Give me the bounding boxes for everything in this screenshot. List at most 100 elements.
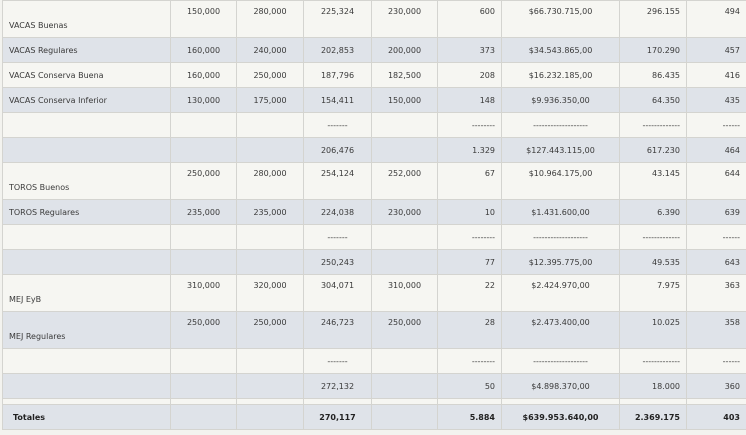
table-cell: -------- <box>437 112 502 138</box>
table-cell: 643 <box>686 249 746 275</box>
table-cell: 6.390 <box>619 199 687 225</box>
row-label <box>2 224 171 250</box>
table-cell: 464 <box>686 137 746 163</box>
row-label: VACAS Conserva Buena <box>2 62 171 88</box>
table-cell: 240,000 <box>236 37 304 63</box>
table-cell: 150,000 <box>170 0 237 38</box>
table-cell: $66.730.715,00 <box>501 0 620 38</box>
table-cell: 160,000 <box>170 37 237 63</box>
table-cell: 246,723 <box>303 311 372 349</box>
table-cell: 373 <box>437 37 502 63</box>
table-cell: 250,243 <box>303 249 372 275</box>
table-cell: 28 <box>437 311 502 349</box>
row-label <box>2 112 171 138</box>
table-cell: 252,000 <box>371 162 438 200</box>
table-cell: 310,000 <box>170 274 237 312</box>
table-cell <box>371 348 438 374</box>
table-cell <box>170 112 237 138</box>
table-cell: 130,000 <box>170 87 237 113</box>
table-cell: 67 <box>437 162 502 200</box>
table-cell: 235,000 <box>170 199 237 225</box>
table-cell <box>371 137 438 163</box>
row-label: VACAS Buenas <box>2 0 171 38</box>
table-cell: $34.543.865,00 <box>501 37 620 63</box>
table-cell: 304,071 <box>303 274 372 312</box>
table-cell: 280,000 <box>236 162 304 200</box>
table-cell: $12.395.775,00 <box>501 249 620 275</box>
table-cell <box>236 224 304 250</box>
table-cell: 360 <box>686 373 746 399</box>
table-row: TOROS Regulares 235,000 235,000 224,038 230,… <box>2 199 746 225</box>
table-cell: 280,000 <box>236 0 304 38</box>
table-cell: 50 <box>437 373 502 399</box>
table-row: MEJ EyB 310,000 320,000 304,071 310,000 22 $2.… <box>2 274 746 312</box>
table-cell: 7.975 <box>619 274 687 312</box>
table-row: Totales 270,117 5.884 $639.953.640,00 2.369.… <box>2 404 746 430</box>
table-cell: ------ <box>686 224 746 250</box>
row-label <box>2 249 171 275</box>
table-cell: 435 <box>686 87 746 113</box>
table-cell: 154,411 <box>303 87 372 113</box>
table-row: MEJ Regulares 250,000 250,000 246,723 250,00… <box>2 311 746 349</box>
table-cell: 600 <box>437 0 502 38</box>
table-cell: 254,124 <box>303 162 372 200</box>
table-cell <box>236 373 304 399</box>
table-cell: 296.155 <box>619 0 687 38</box>
table-cell: 250,000 <box>170 311 237 349</box>
table-cell: $4.898.370,00 <box>501 373 620 399</box>
table-cell: 224,038 <box>303 199 372 225</box>
table-cell: 5.884 <box>437 404 502 430</box>
table-cell: ------------------- <box>501 348 620 374</box>
table-cell: 18.000 <box>619 373 687 399</box>
row-label <box>2 348 171 374</box>
table-cell: 225,324 <box>303 0 372 38</box>
table-cell <box>371 112 438 138</box>
table-cell: 150,000 <box>371 87 438 113</box>
table-cell <box>236 404 304 430</box>
table-cell: -------- <box>437 348 502 374</box>
table-cell: 457 <box>686 37 746 63</box>
table-cell: 148 <box>437 87 502 113</box>
table-cell: $16.232.185,00 <box>501 62 620 88</box>
table-cell: ------------- <box>619 224 687 250</box>
table-row: VACAS Regulares 160,000 240,000 202,853 200,… <box>2 37 746 63</box>
table-cell <box>170 249 237 275</box>
table-cell: 403 <box>686 404 746 430</box>
table-row-subtotal: 250,243 77 $12.395.775,00 49.535 643 <box>2 249 746 275</box>
table-cell: ------- <box>303 348 372 374</box>
table-row: VACAS Buenas 150,000 280,000 225,324 230,000… <box>2 0 746 38</box>
table-cell: 2.369.175 <box>619 404 687 430</box>
table-cell: 206,476 <box>303 137 372 163</box>
table-row-subtotal: ------- -------- ------------------- ------… <box>2 224 746 250</box>
table-cell: -------- <box>437 224 502 250</box>
table-cell: 363 <box>686 274 746 312</box>
table-cell: 320,000 <box>236 274 304 312</box>
row-label: VACAS Regulares <box>2 37 171 63</box>
table-cell: ------------------- <box>501 224 620 250</box>
table-cell: 250,000 <box>371 311 438 349</box>
table-cell: $639.953.640,00 <box>501 404 620 430</box>
table-cell: 644 <box>686 162 746 200</box>
row-label <box>2 373 171 399</box>
table-cell: 182,500 <box>371 62 438 88</box>
table-cell: 230,000 <box>371 199 438 225</box>
table-cell: ------- <box>303 224 372 250</box>
table-cell: 208 <box>437 62 502 88</box>
table-cell: ------ <box>686 348 746 374</box>
table-cell: ------- <box>303 112 372 138</box>
table-row-subtotal: 272,132 50 $4.898.370,00 18.000 360 <box>2 373 746 399</box>
table-cell: 22 <box>437 274 502 312</box>
row-label: Totales <box>2 404 171 430</box>
table-cell: 272,132 <box>303 373 372 399</box>
row-label <box>2 137 171 163</box>
table-cell: $127.443.115,00 <box>501 137 620 163</box>
table-cell: 170.290 <box>619 37 687 63</box>
table-cell <box>236 112 304 138</box>
table-row-subtotal: 206,476 1.329 $127.443.115,00 617.230 464 <box>2 137 746 163</box>
table-cell: 175,000 <box>236 87 304 113</box>
table-cell <box>236 137 304 163</box>
table-cell: ------------------- <box>501 112 620 138</box>
table-cell: 494 <box>686 0 746 38</box>
table-cell <box>236 249 304 275</box>
